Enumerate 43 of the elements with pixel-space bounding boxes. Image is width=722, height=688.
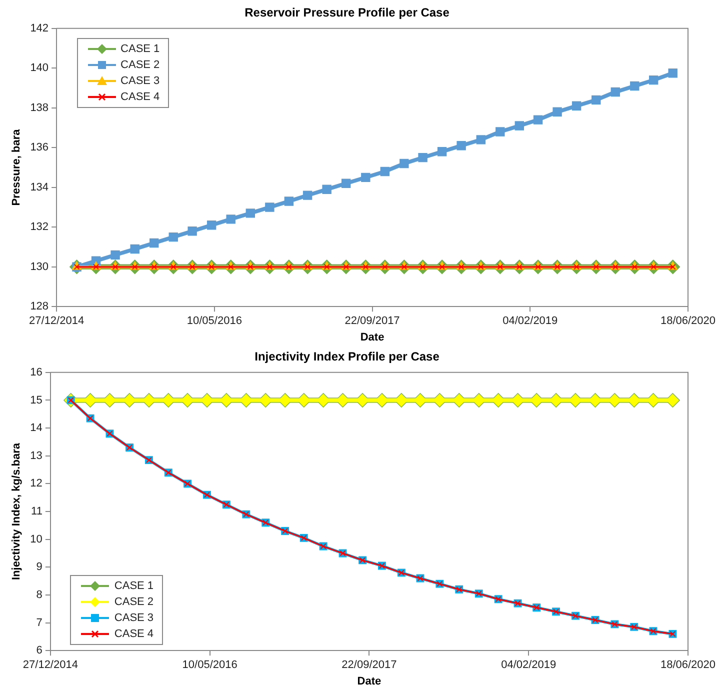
y-tick-label: 16 [30, 366, 42, 378]
y-tick-label: 128 [30, 300, 49, 313]
y-tick-label: 134 [30, 181, 49, 194]
x-tick-label: 27/12/2014 [22, 659, 78, 672]
x-tick-label: 04/02/2019 [501, 659, 556, 672]
x-tick-label: 10/05/2016 [186, 315, 242, 328]
chart-title: Injectivity Index Profile per Case [254, 350, 440, 364]
y-tick-label: 10 [30, 533, 42, 546]
y-tick-label: 13 [30, 450, 42, 462]
y-tick-label: 8 [36, 588, 42, 601]
x-tick-label: 18/06/2020 [660, 315, 716, 328]
y-tick-label: 7 [36, 616, 42, 629]
y-tick-label: 138 [30, 102, 49, 114]
y-tick-label: 15 [30, 394, 42, 406]
x-tick-label: 22/09/2017 [344, 315, 400, 328]
legend-label: CASE 3 [114, 612, 154, 624]
y-axis-title: Injectivity Index, kg/s.bara [10, 442, 23, 580]
legend-label: CASE 2 [114, 596, 154, 608]
legend-label: CASE 1 [120, 43, 160, 56]
x-tick-label: 22/09/2017 [342, 659, 397, 672]
y-tick-label: 11 [31, 506, 42, 518]
x-tick-label: 10/05/2016 [182, 659, 238, 672]
x-tick-label: 04/02/2019 [502, 315, 558, 328]
y-tick-label: 132 [30, 221, 49, 234]
x-axis-title: Date [360, 331, 384, 344]
x-axis-title: Date [357, 675, 382, 688]
y-tick-label: 136 [30, 142, 49, 154]
legend-label: CASE 1 [114, 580, 154, 592]
legend-label: CASE 4 [120, 91, 160, 104]
y-tick-label: 12 [30, 478, 42, 490]
legend-label: CASE 3 [120, 75, 160, 88]
legend-label: CASE 2 [120, 59, 160, 72]
y-tick-label: 142 [30, 22, 49, 34]
x-tick-label: 18/06/2020 [660, 659, 716, 672]
y-tick-label: 14 [30, 422, 42, 434]
y-tick-label: 130 [30, 260, 49, 273]
y-axis-title: Pressure, bara [10, 128, 23, 206]
legend-label: CASE 4 [114, 628, 154, 640]
x-tick-label: 27/12/2014 [29, 315, 84, 328]
y-tick-label: 9 [36, 561, 42, 574]
y-tick-label: 140 [30, 62, 49, 74]
chart-title: Reservoir Pressure Profile per Case [244, 6, 450, 20]
y-tick-label: 6 [36, 644, 42, 657]
